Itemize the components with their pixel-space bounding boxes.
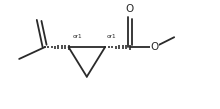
Text: or1: or1 bbox=[72, 34, 82, 39]
Text: O: O bbox=[150, 42, 159, 52]
Text: O: O bbox=[126, 3, 134, 14]
Text: or1: or1 bbox=[107, 34, 117, 39]
